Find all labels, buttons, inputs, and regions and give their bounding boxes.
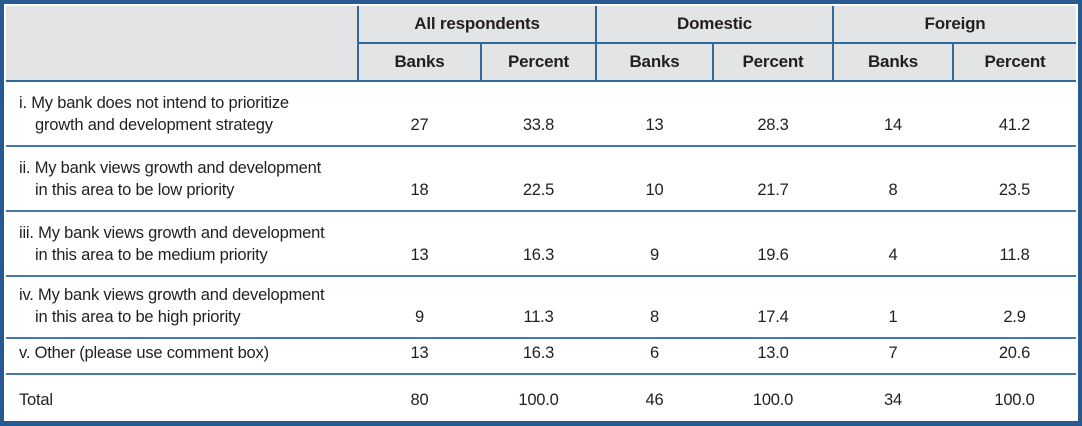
- cell-banks-domestic: 13: [596, 81, 713, 147]
- subheader-percent-foreign: Percent: [952, 43, 1076, 82]
- cell-percent-domestic: 28.3: [713, 81, 833, 147]
- subheader-percent-all: Percent: [480, 43, 596, 82]
- cell-banks-domestic: 8: [596, 276, 713, 339]
- cell-percent-domestic: 13.0: [713, 338, 833, 375]
- cell-banks-domestic: 46: [645, 391, 664, 409]
- cell-percent-foreign: 100.0: [994, 391, 1035, 409]
- cell-percent-all: 16.3: [481, 211, 596, 277]
- subheader-banks-foreign: Banks: [832, 43, 953, 82]
- cell-banks-foreign: 14: [833, 81, 953, 147]
- cell-percent-foreign: 20.6: [953, 338, 1076, 375]
- cell-percent-foreign: 41.2: [953, 81, 1076, 147]
- cell-banks-all: 13: [358, 338, 481, 375]
- cell-banks-foreign: 7: [833, 338, 953, 375]
- row-label-line1: iv. My bank views growth and development: [19, 286, 325, 304]
- table-row-ii: ii. My bank views growth and development…: [6, 146, 1076, 212]
- cell-percent-all: 33.8: [481, 81, 596, 147]
- cell-banks-foreign: 8: [833, 146, 953, 212]
- row-label-line1: i. My bank does not intend to prioritize: [19, 94, 289, 112]
- row-label-line2: growth and development strategy: [35, 116, 273, 134]
- row-label: i. My bank does not intend to prioritize…: [6, 81, 358, 147]
- row-label-line1: v. Other (please use comment box): [19, 344, 269, 362]
- cell-percent-domestic: 17.4: [713, 276, 833, 339]
- cell-banks-foreign: 34: [884, 391, 902, 409]
- cell-banks-all: 18: [358, 146, 481, 212]
- cell-percent-foreign: 11.8: [953, 211, 1076, 277]
- cell-banks-all: 9: [358, 276, 481, 339]
- cell-banks-domestic: 9: [596, 211, 713, 277]
- corner-header-cell: [6, 6, 359, 82]
- cell-banks-foreign: 1: [833, 276, 953, 339]
- subheader-banks-domestic: Banks: [595, 43, 713, 82]
- row-label-line1: ii. My bank views growth and development: [19, 159, 321, 177]
- subheader-percent-domestic: Percent: [712, 43, 833, 82]
- cell-percent-foreign: 23.5: [953, 146, 1076, 212]
- survey-table: All respondents Domestic Foreign Banks P…: [6, 6, 1076, 420]
- row-label-line2: in this area to be medium priority: [35, 246, 268, 264]
- row-label-line2: in this area to be high priority: [35, 308, 241, 326]
- cell-percent-all: 11.3: [481, 276, 596, 339]
- row-label: iv. My bank views growth and development…: [6, 276, 358, 339]
- sub-header-row: Banks Percent Banks Percent Banks Percen…: [6, 43, 1076, 82]
- cell-percent-domestic: 100.0: [752, 391, 794, 409]
- cell-percent-all: 100.0: [518, 391, 559, 409]
- cell-banks-domestic: 6: [596, 338, 713, 375]
- column-group-all-respondents: All respondents: [357, 6, 596, 44]
- row-label: iii. My bank views growth and developmen…: [6, 211, 358, 277]
- cell-percent-domestic: 21.7: [713, 146, 833, 212]
- row-label: ii. My bank views growth and development…: [6, 146, 358, 212]
- table-row-iii: iii. My bank views growth and developmen…: [6, 211, 1076, 277]
- cell-banks-all: 27: [358, 81, 481, 147]
- cell-banks-all: 80: [410, 391, 429, 409]
- column-group-domestic: Domestic: [595, 6, 833, 44]
- cell-percent-all: 22.5: [481, 146, 596, 212]
- row-label-line1: iii. My bank views growth and developmen…: [19, 224, 325, 242]
- cell-banks-domestic: 10: [596, 146, 713, 212]
- cell-percent-all: 16.3: [481, 338, 596, 375]
- cell-percent-domestic: 19.6: [713, 211, 833, 277]
- row-label-line2: in this area to be low priority: [35, 181, 235, 199]
- table-row-iv: iv. My bank views growth and development…: [6, 276, 1076, 339]
- group-header-row: All respondents Domestic Foreign: [6, 6, 1076, 82]
- total-row-label: Total: [19, 391, 53, 409]
- table-row-v: v. Other (please use comment box) 13 16.…: [6, 338, 1076, 375]
- subheader-banks-all: Banks: [357, 43, 481, 82]
- cell-banks-all: 13: [358, 211, 481, 277]
- table-row-total: Total 80 100.0 46 100.0 34 100.0: [6, 374, 1076, 420]
- table-row-i: i. My bank does not intend to prioritize…: [6, 81, 1076, 147]
- column-group-foreign: Foreign: [832, 6, 1076, 44]
- row-label: v. Other (please use comment box): [6, 338, 358, 375]
- cell-percent-foreign: 2.9: [953, 276, 1076, 339]
- cell-banks-foreign: 4: [833, 211, 953, 277]
